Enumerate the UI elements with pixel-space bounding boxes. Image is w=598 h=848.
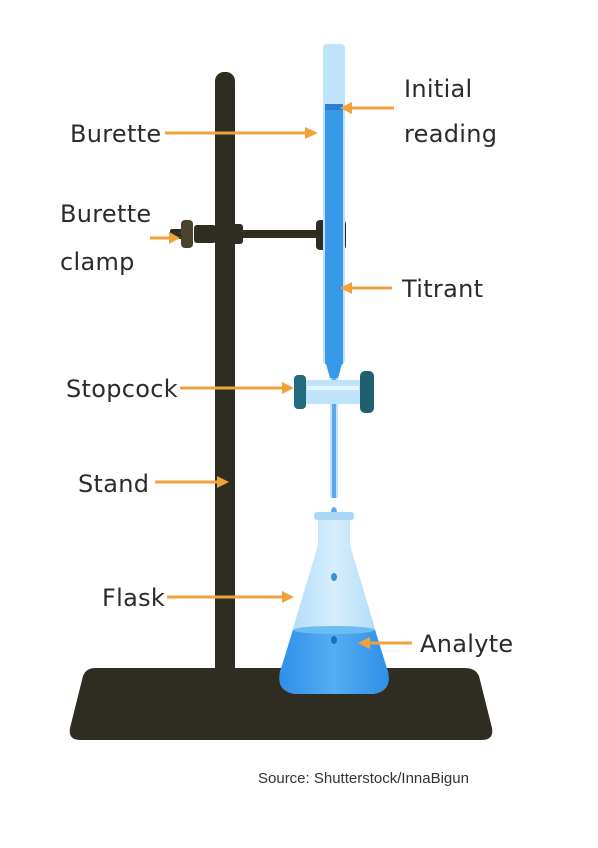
label-initial-reading-line1: Initial xyxy=(404,75,473,103)
arrow-titrant xyxy=(340,282,392,294)
arrows xyxy=(150,102,412,649)
arrow-initial-reading xyxy=(340,102,394,114)
arrow-stopcock xyxy=(180,382,294,394)
arrow-burette-clamp xyxy=(150,232,180,244)
label-titrant: Titrant xyxy=(401,275,483,303)
stopcock xyxy=(294,371,374,413)
label-flask: Flask xyxy=(102,584,165,612)
label-initial-reading-line2: reading xyxy=(404,120,497,148)
label-analyte: Analyte xyxy=(420,630,513,658)
label-burette: Burette xyxy=(70,120,161,148)
burette xyxy=(323,44,345,498)
arrow-stand xyxy=(155,476,229,488)
source-credit: Source: Shutterstock/InnaBigun xyxy=(258,770,469,787)
stand-rod xyxy=(215,72,235,687)
burette-clamp xyxy=(170,220,346,250)
flask xyxy=(279,512,389,694)
arrow-analyte xyxy=(358,637,412,649)
arrow-flask xyxy=(167,591,294,603)
arrow-burette xyxy=(165,127,318,139)
label-burette-clamp-line2: clamp xyxy=(60,248,135,276)
label-stopcock: Stopcock xyxy=(66,375,178,403)
label-stand: Stand xyxy=(78,470,149,498)
label-burette-clamp-line1: Burette xyxy=(60,200,151,228)
